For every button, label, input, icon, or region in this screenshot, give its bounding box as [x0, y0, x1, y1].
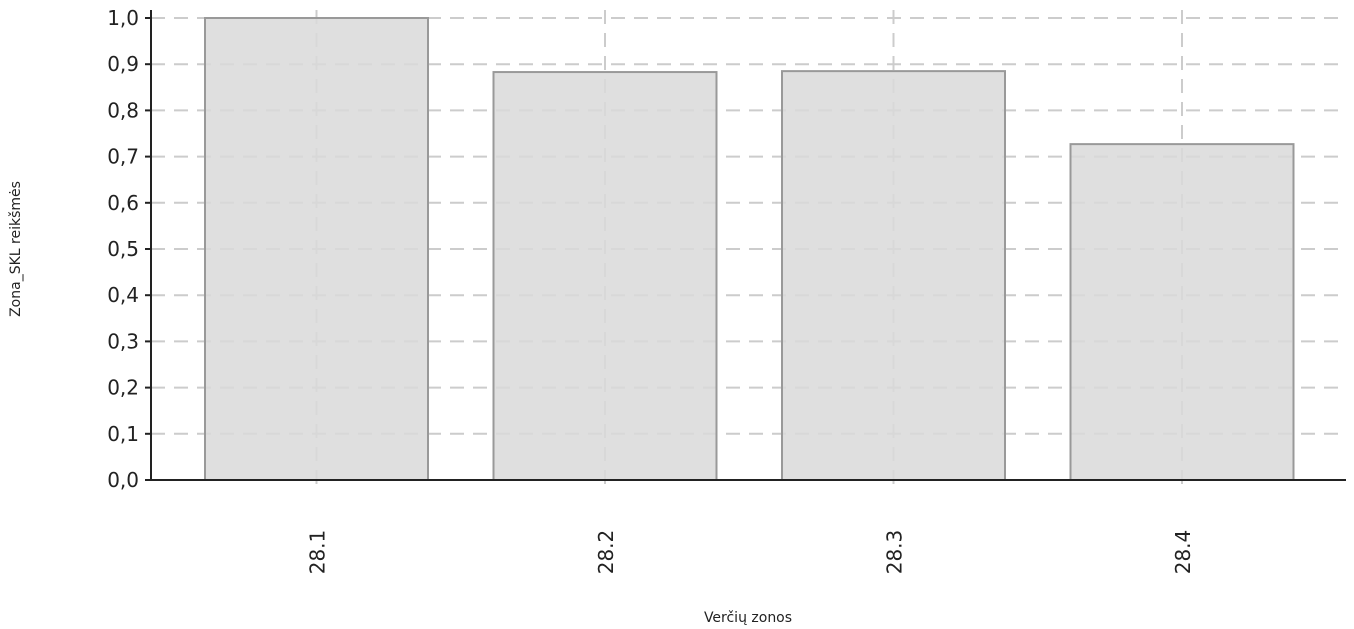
tick-labels: 0,0 0,1 0,2 0,3 0,4 0,5 0,6 0,7 0,8 0,9 1,0 28.1 28.… [107, 6, 1195, 574]
x-tick-label: 28.3 [883, 530, 907, 575]
bar-28.4 [1069, 143, 1295, 481]
x-tick-label: 28.2 [594, 530, 618, 575]
y-tick-label: 0,0 [107, 468, 139, 492]
axes [145, 10, 1346, 481]
bar-28.3 [781, 70, 1006, 481]
y-tick-label: 0,7 [107, 145, 139, 169]
y-tick-label: 1,0 [107, 6, 139, 30]
y-tick-label: 0,5 [107, 237, 139, 261]
y-tick-label: 0,6 [107, 191, 139, 215]
bar-28.1 [204, 17, 429, 481]
x-axis-title: Verčių zonos [704, 610, 792, 626]
y-tick-label: 0,9 [107, 52, 139, 76]
y-tick-label: 0,1 [107, 422, 139, 446]
x-tick-label: 28.4 [1171, 530, 1195, 575]
y-tick-label: 0,3 [107, 329, 139, 353]
y-tick-label: 0,2 [107, 376, 139, 400]
y-axis-title: Zona_SKL reikšmės [8, 181, 24, 317]
y-tick-label: 0,4 [107, 283, 139, 307]
bars [204, 17, 1295, 482]
bar-28.2 [492, 71, 718, 482]
y-tick-label: 0,8 [107, 98, 139, 122]
x-tick-label: 28.1 [306, 530, 330, 575]
